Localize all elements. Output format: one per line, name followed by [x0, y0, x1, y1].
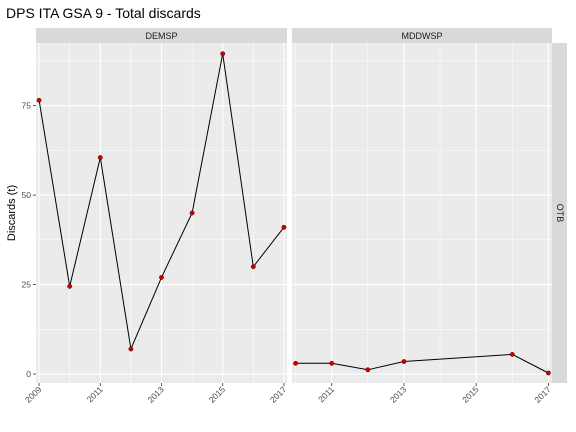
data-point [509, 351, 515, 357]
data-point [293, 360, 299, 366]
y-tick-label: 50 [22, 190, 32, 200]
y-tick-label: 25 [22, 280, 32, 290]
x-tick-label: 2015 [460, 384, 481, 405]
row-strip-background [552, 43, 567, 383]
data-point [365, 367, 371, 373]
panel-demsp: DEMSP 2009 2011 2013 2015 2017 [23, 28, 289, 405]
x-tick-label: 2011 [316, 384, 336, 404]
x-tick-label: 2017 [268, 384, 289, 405]
x-ticks-mddwsp: 2011 2013 2015 2017 [316, 383, 553, 405]
x-tick-label: 2013 [145, 384, 166, 405]
panel-mddwsp: MDDWSP 2011 2013 2015 2017 [292, 28, 553, 405]
data-point [67, 283, 73, 289]
series-line [295, 353, 549, 374]
row-strip-label: OTB [555, 204, 565, 223]
strip-label-demsp: DEMSP [145, 31, 177, 41]
data-point [189, 210, 195, 216]
x-tick-label: 2011 [85, 384, 105, 404]
data-point [545, 370, 551, 376]
strip-label-mddwsp: MDDWSP [402, 31, 443, 41]
data-point [250, 264, 256, 270]
x-tick-label: 2013 [388, 384, 409, 405]
data-point [128, 346, 134, 352]
panel-background-mddwsp [292, 43, 552, 383]
strip-background-mddwsp [292, 28, 552, 43]
data-point [329, 360, 335, 366]
x-tick-label: 2017 [532, 384, 553, 405]
x-ticks-demsp: 2009 2011 2013 2015 2017 [23, 383, 289, 405]
gridlines-mddwsp [292, 43, 552, 383]
y-axis-title: Discards (t) [6, 185, 18, 241]
y-axis-ticks: 0 25 50 75 [22, 101, 36, 379]
x-tick-label: 2015 [207, 384, 228, 405]
strip-background-demsp [36, 28, 287, 43]
data-point [401, 359, 407, 364]
y-tick-label: 75 [22, 101, 32, 111]
data-point [159, 275, 164, 280]
data-point [97, 155, 103, 160]
chart-title: DPS ITA GSA 9 - Total discards [6, 5, 201, 21]
gridlines-demsp [36, 43, 287, 383]
data-point [220, 51, 226, 57]
data-point [281, 224, 287, 230]
y-tick-label: 0 [26, 369, 31, 379]
series-demsp [36, 51, 287, 352]
x-tick-label: 2009 [23, 384, 44, 405]
series-mddwsp [293, 351, 551, 376]
data-point [36, 97, 42, 103]
